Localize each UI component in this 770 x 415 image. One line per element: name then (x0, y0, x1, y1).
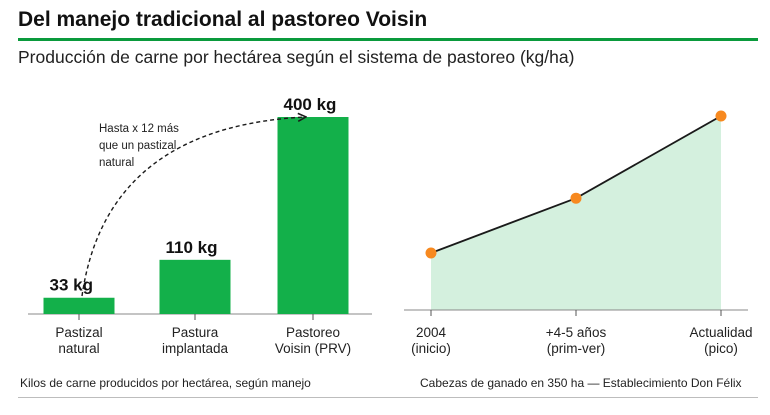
annotation-text-2: que un pastizal (99, 140, 176, 152)
bar-category-label-3-2: Voisin (PRV) (275, 341, 351, 356)
bar-category-label-1-1: Pastizal (55, 325, 102, 340)
bottom-rule (18, 397, 758, 398)
area-x-label-2-2: (prim-ver) (547, 341, 606, 356)
bar-data-label-1: 33 kg (50, 276, 93, 295)
area-x-label-3-2: (pico) (704, 341, 738, 356)
bar-category-label-2-1: Pastura (172, 325, 219, 340)
area-fill (431, 116, 721, 310)
title-rule (18, 38, 758, 41)
bar-category-label-1-2: natural (58, 341, 99, 356)
annotation-text-3: natural (99, 157, 134, 169)
area-x-label-3-1: Actualidad (689, 325, 752, 340)
bar-category-label-2-2: implantada (162, 341, 229, 356)
bar-data-label-3: 400 kg (284, 95, 337, 114)
bar-1 (43, 297, 115, 314)
bar-chart-caption: Kilos de carne producidos por hectárea, … (20, 376, 311, 390)
area-chart: 2004(inicio) +4-5 años(prim-ver) Actualida… (404, 110, 753, 356)
annotation-arrow (81, 117, 305, 297)
data-point-3 (715, 110, 727, 122)
bar-3 (277, 117, 349, 314)
area-x-label-2-1: +4-5 años (546, 325, 607, 340)
bar-category-label-3-1: Pastoreo (286, 325, 340, 340)
chart-title: Del manejo tradicional al pastoreo Voisi… (18, 8, 428, 31)
data-point-2 (570, 192, 582, 204)
bar-2 (159, 259, 231, 314)
chart-subtitle: Producción de carne por hectárea según e… (18, 47, 575, 67)
bar-data-label-2: 110 kg (166, 238, 218, 257)
area-chart-caption: Cabezas de ganado en 350 ha — Establecim… (420, 376, 742, 390)
area-x-label-1-2: (inicio) (411, 341, 451, 356)
annotation-text-1: Hasta x 12 más (99, 123, 179, 135)
data-point-1 (425, 247, 437, 259)
area-x-label-1-1: 2004 (416, 325, 447, 340)
